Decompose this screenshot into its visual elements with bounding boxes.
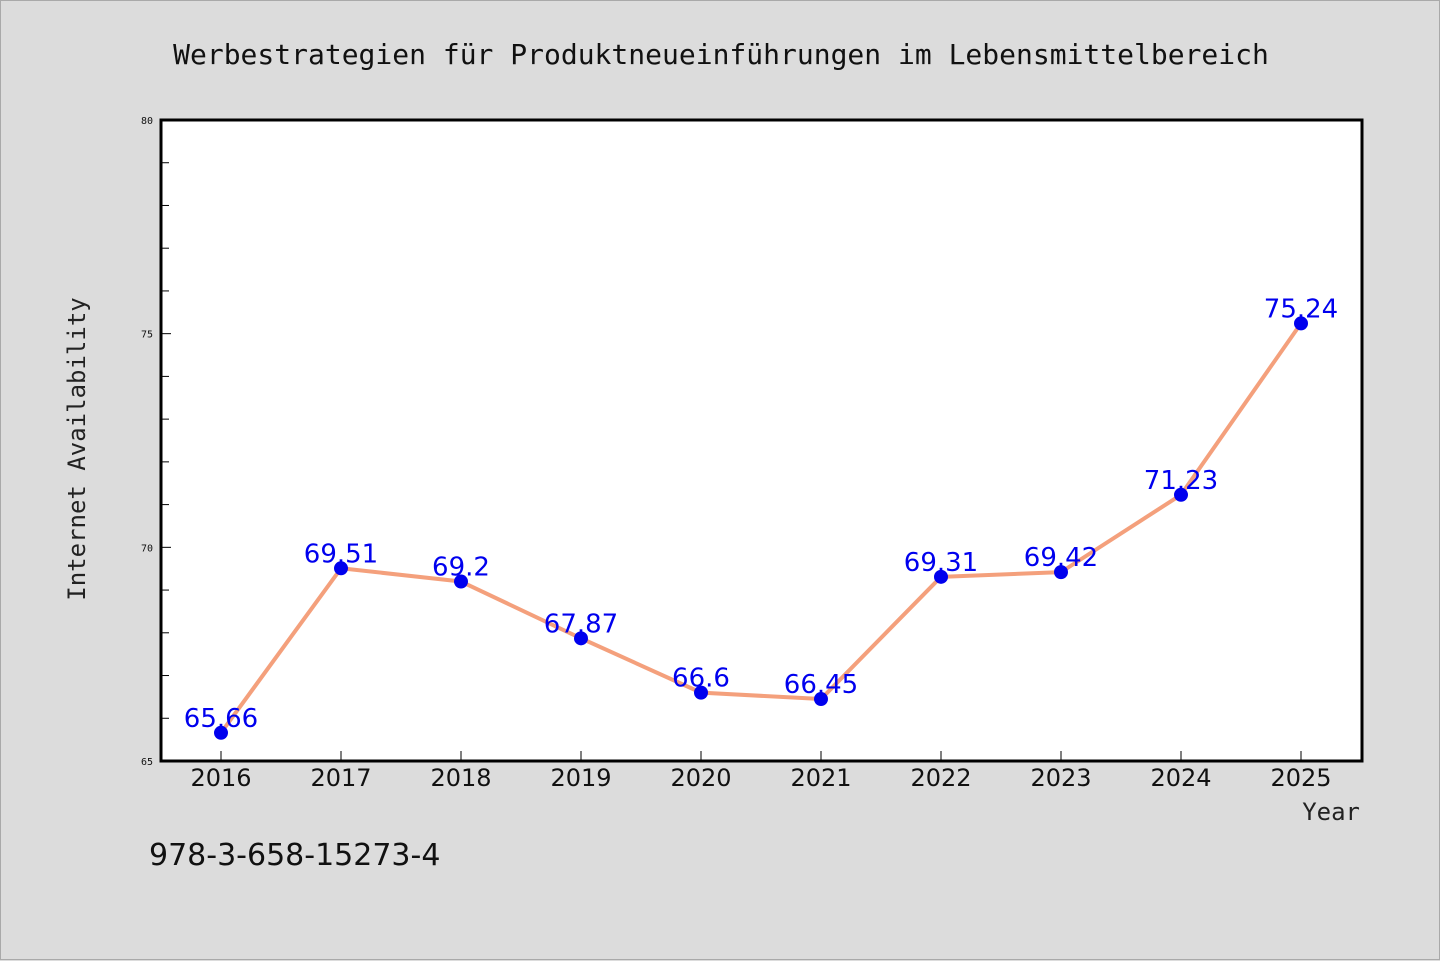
x-tick-label: 2018 bbox=[430, 764, 491, 792]
x-tick-label: 2023 bbox=[1030, 764, 1091, 792]
data-label: 66.6 bbox=[672, 664, 730, 694]
data-point bbox=[574, 631, 588, 646]
x-tick-label: 2016 bbox=[190, 764, 251, 792]
data-point bbox=[934, 569, 948, 584]
x-tick-label: 2019 bbox=[550, 764, 611, 792]
x-tick-label: 2021 bbox=[790, 764, 851, 792]
x-tick-label: 2020 bbox=[670, 764, 731, 792]
series-line bbox=[219, 321, 1303, 735]
data-point bbox=[454, 574, 468, 589]
chart-title: Werbestrategien für Produktneueinführung… bbox=[173, 38, 1269, 71]
data-point bbox=[814, 692, 828, 707]
isbn-text: 978-3-658-15273-4 bbox=[149, 838, 440, 873]
y-tick-label: 75 bbox=[141, 330, 153, 341]
x-tick-label: 2017 bbox=[310, 764, 371, 792]
plot-area bbox=[159, 118, 1364, 763]
y-tick-label: 80 bbox=[141, 116, 153, 127]
x-tick-label: 2022 bbox=[910, 764, 971, 792]
data-label: 69.31 bbox=[904, 548, 978, 578]
y-axis: 65 70 75 80 bbox=[141, 116, 171, 768]
x-axis: 2016 2017 2018 2019 2020 2021 2022 2023 2024 2025 bbox=[190, 751, 1332, 792]
data-label: 65.66 bbox=[184, 704, 258, 734]
y-tick-label: 65 bbox=[141, 757, 153, 768]
x-axis-title: Year bbox=[1302, 798, 1360, 826]
data-point bbox=[1294, 316, 1308, 331]
y-axis-title: Internet Availability bbox=[63, 297, 91, 600]
data-label: 69.51 bbox=[304, 539, 378, 569]
data-label: 69.42 bbox=[1024, 543, 1098, 573]
x-tick-label: 2025 bbox=[1270, 764, 1331, 792]
series-group bbox=[214, 316, 1308, 740]
data-label: 67.87 bbox=[544, 609, 618, 639]
data-label: 71.23 bbox=[1144, 466, 1218, 496]
data-labels: 65.66 69.51 69.2 67.87 66.6 66.45 69.31 69.42 71… bbox=[184, 294, 1338, 733]
data-point bbox=[334, 561, 348, 576]
y-tick-label: 70 bbox=[141, 543, 153, 554]
data-point bbox=[694, 685, 708, 700]
x-tick-label: 2024 bbox=[1150, 764, 1211, 792]
data-point bbox=[214, 725, 228, 740]
data-label: 75.24 bbox=[1264, 294, 1338, 324]
data-label: 69.2 bbox=[432, 553, 490, 583]
data-point bbox=[1054, 565, 1068, 580]
data-label: 66.45 bbox=[784, 670, 858, 700]
data-point bbox=[1174, 487, 1188, 502]
